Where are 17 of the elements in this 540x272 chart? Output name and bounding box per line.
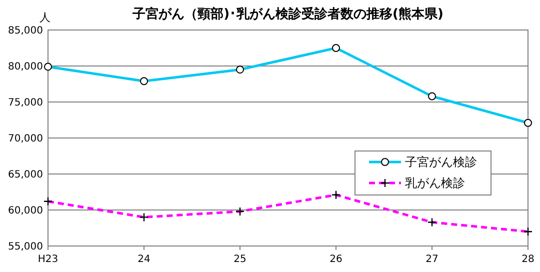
y-tick-label: 75,000 xyxy=(8,98,43,108)
x-tick-label: 28 xyxy=(522,254,534,265)
y-tick-label: 85,000 xyxy=(8,26,43,36)
legend-label: 子宮がん検診 xyxy=(405,155,477,170)
x-tick-label: 26 xyxy=(330,254,342,265)
x-tick-label: 24 xyxy=(138,254,150,265)
legend-label: 乳がん検診 xyxy=(405,176,465,190)
chart-title: 子宮がん（頸部)･乳がん検診受診者数の推移(熊本県) xyxy=(132,6,444,22)
y-axis-title: 人 xyxy=(40,11,50,24)
y-tick-label: 65,000 xyxy=(8,170,43,180)
y-tick-label: 60,000 xyxy=(8,206,43,216)
x-tick-label: 25 xyxy=(234,254,246,265)
y-tick-label: 80,000 xyxy=(8,62,43,72)
y-tick-label: 70,000 xyxy=(8,134,43,144)
y-tick-label: 55,000 xyxy=(8,242,43,252)
x-tick-label: 27 xyxy=(426,254,438,265)
x-tick-label: H23 xyxy=(38,254,58,265)
